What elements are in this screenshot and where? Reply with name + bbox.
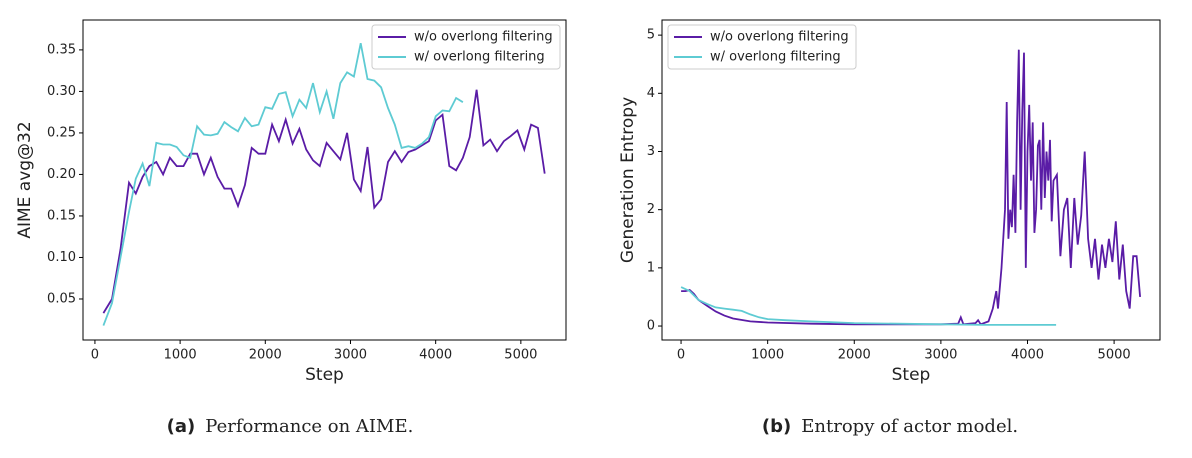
x-tick-label: 0: [91, 348, 99, 363]
y-tick-label: 0.15: [47, 208, 76, 223]
legend-label: w/ overlong filtering: [710, 50, 841, 65]
x-tick-label: 2000: [838, 348, 871, 363]
x-tick-label: 0: [677, 348, 685, 363]
y-tick-label: 3: [647, 144, 655, 159]
y-tick-label: 0.10: [47, 250, 76, 265]
y-tick-label: 0.25: [47, 125, 76, 140]
x-tick-label: 3000: [334, 348, 367, 363]
y-tick-label: 5: [647, 28, 655, 43]
x-tick-label: 4000: [419, 348, 452, 363]
caption-text: Entropy of actor model.: [801, 416, 1018, 437]
data-line: [681, 49, 1141, 326]
plot-area: [661, 19, 1161, 341]
legend-label: w/o overlong filtering: [710, 30, 849, 45]
y-tick-label: 0: [647, 319, 655, 334]
legend-box: [667, 24, 857, 70]
x-tick-label: 3000: [924, 348, 957, 363]
x-tick-label: 5000: [504, 348, 537, 363]
x-tick-label: 2000: [249, 348, 282, 363]
data-line: [102, 89, 546, 314]
y-tick-label: 2: [647, 202, 655, 217]
x-axis-label: Step: [892, 365, 931, 385]
data-line: [102, 43, 464, 326]
data-line: [680, 286, 1057, 326]
y-tick-label: 0.20: [47, 167, 76, 182]
y-tick-label: 0.30: [47, 84, 76, 99]
caption-label: (a): [167, 416, 196, 437]
legend-label: w/o overlong filtering: [414, 30, 553, 45]
plot-area: [82, 19, 567, 341]
x-tick-label: 1000: [751, 348, 784, 363]
y-tick-label: 0.05: [47, 291, 76, 306]
y-tick-label: 0.35: [47, 42, 76, 57]
caption-text: Performance on AIME.: [205, 416, 413, 437]
caption-label: (b): [762, 416, 791, 437]
x-tick-label: 5000: [1098, 348, 1131, 363]
y-tick-label: 4: [647, 86, 655, 101]
x-axis-label: Step: [305, 365, 344, 385]
x-tick-label: 1000: [164, 348, 197, 363]
x-tick-label: 4000: [1011, 348, 1044, 363]
y-axis-label: AIME avg@32: [15, 121, 35, 238]
y-axis-label: Generation Entropy: [618, 97, 638, 263]
y-tick-label: 1: [647, 260, 655, 275]
legend-label: w/ overlong filtering: [414, 50, 545, 65]
legend-box: [371, 24, 561, 70]
